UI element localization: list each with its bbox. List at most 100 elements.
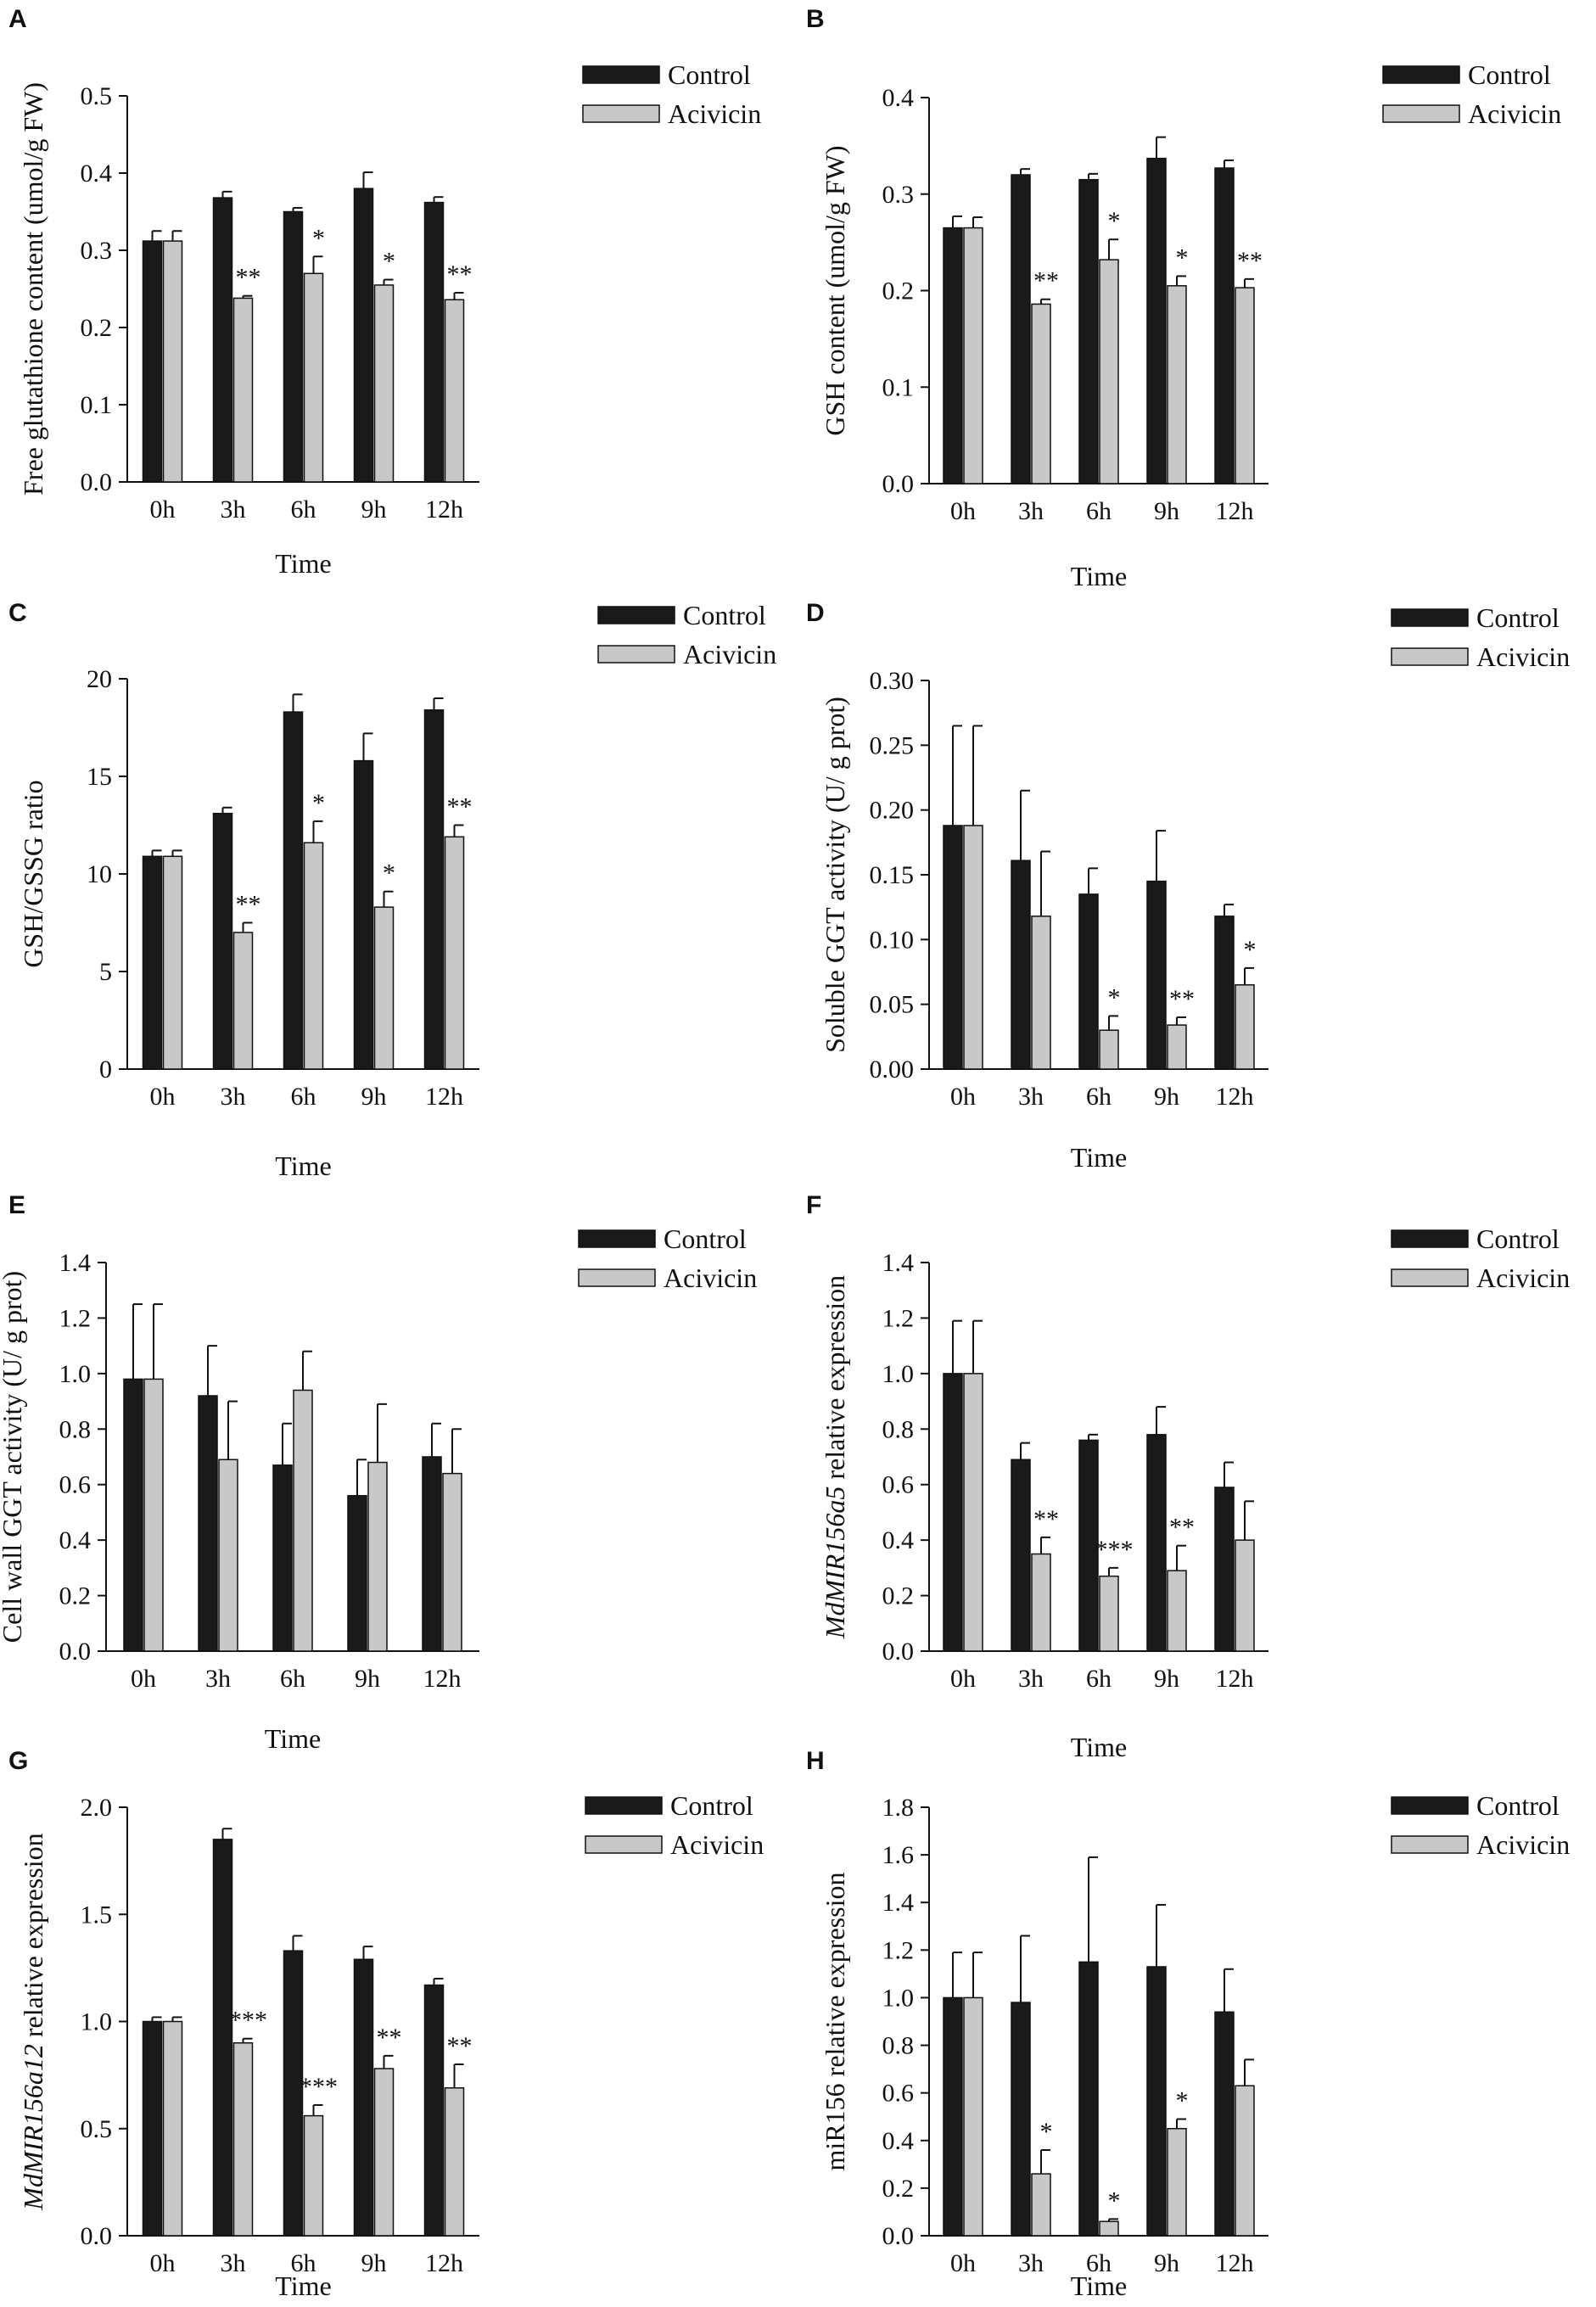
bar-acivicin [1235, 984, 1255, 1070]
bar-control [1146, 1434, 1167, 1652]
bar-acivicin [1167, 2128, 1187, 2237]
significance-mark: * [1108, 983, 1121, 1011]
y-axis-title: GSH content (umol/g FW) [820, 145, 850, 435]
bar-control [283, 711, 304, 1070]
bar-acivicin [444, 2087, 465, 2237]
y-tick-label: 0.05 [870, 991, 915, 1019]
bar-control [943, 1996, 963, 2237]
x-tick-label: 6h [1086, 2249, 1112, 2277]
y-tick-label: 0.2 [882, 1582, 915, 1610]
y-tick-label: 0.4 [882, 84, 915, 112]
y-axis-title: MdMIR156a5 relative expression [820, 1275, 850, 1639]
bar-acivicin [232, 932, 254, 1070]
chart-panel-g: G 0.0 0.5 1.0 1.5 2.0 0h *** 3h *** 6h ** 9h ** 12h Tim… [8, 1747, 764, 2301]
bar-control [283, 210, 304, 483]
legend-swatch-control [1391, 1229, 1469, 1248]
y-tick-label: 0.4 [59, 1526, 92, 1554]
bar-acivicin [218, 1459, 238, 1652]
x-tick-label: 12h [425, 2249, 463, 2277]
x-tick-label: 9h [361, 496, 387, 524]
bar-acivicin [373, 284, 395, 483]
significance-mark: ** [1237, 247, 1263, 275]
significance-mark: * [1108, 2187, 1121, 2215]
significance-mark: ** [1169, 1514, 1195, 1542]
y-tick-label: 1.2 [882, 1304, 915, 1332]
x-tick-label: 6h [1086, 497, 1112, 525]
bar-control [1078, 1961, 1099, 2237]
bar-control [943, 1373, 963, 1652]
bar-control [353, 1958, 374, 2237]
x-tick-label: 6h [1086, 1083, 1112, 1111]
x-tick-label: 3h [1018, 2249, 1044, 2277]
bar-control [422, 1456, 442, 1652]
x-tick-label: 12h [425, 496, 463, 524]
y-tick-label: 0.0 [81, 2222, 113, 2250]
significance-mark: ** [377, 2024, 402, 2052]
bar-control [142, 855, 163, 1070]
significance-mark: ** [447, 793, 473, 821]
bar-acivicin [1167, 1570, 1187, 1652]
legend-label-control: Control [1476, 602, 1560, 633]
bar-acivicin [303, 2114, 324, 2237]
bar-control [1214, 167, 1235, 484]
significance-mark: ** [236, 264, 261, 292]
bar-control [1146, 880, 1167, 1070]
bar-acivicin [162, 2020, 183, 2237]
bar-acivicin [162, 240, 183, 483]
y-tick-label: 0.15 [870, 861, 915, 889]
significance-mark: * [1040, 2118, 1053, 2146]
bar-acivicin [1235, 2085, 1255, 2237]
significance-mark: * [1244, 936, 1257, 964]
y-tick-label: 0.25 [870, 731, 915, 759]
y-tick-label: 0.4 [882, 1526, 915, 1554]
x-tick-label: 9h [361, 2249, 387, 2277]
legend-swatch-acivicin [1391, 1268, 1469, 1287]
bar-control [423, 201, 445, 483]
y-axis-title-rest: relative expression [820, 1275, 850, 1487]
y-axis-title-italic: MdMIR156a12 [18, 2044, 48, 2211]
legend-label-control: Control [670, 1790, 753, 1821]
x-tick-label: 0h [131, 1665, 156, 1693]
bar-control [1146, 1966, 1167, 2237]
y-axis-title: Cell wall GGT activity (U/ g prot) [0, 1271, 27, 1643]
bar-control [1011, 1459, 1031, 1652]
y-axis-title: Soluble GGT activity (U/ g prot) [820, 697, 850, 1053]
y-tick-label: 1.8 [882, 1794, 915, 1822]
chart-panel-f: F 0.0 0.2 0.4 0.6 0.8 1.0 1.2 1.4 0h ** 3h *** 6h ** 9h… [806, 1191, 1570, 1762]
chart-panel-b: B 0.0 0.1 0.2 0.3 0.4 0h ** 3h * 6h * 9h ** 12h Time GSH… [806, 5, 1561, 591]
x-tick-label: 12h [423, 1665, 462, 1693]
bar-control [212, 812, 233, 1070]
y-tick-label: 0.2 [59, 1582, 92, 1610]
x-tick-label: 3h [1018, 1665, 1044, 1693]
significance-mark: ** [1169, 985, 1195, 1013]
y-tick-label: 5 [99, 958, 112, 986]
significance-mark: ** [447, 2032, 473, 2060]
y-tick-label: 1.6 [882, 1841, 915, 1869]
x-axis-title: Time [1071, 2271, 1127, 2301]
x-axis-title: Time [275, 548, 331, 579]
y-tick-label: 0.6 [882, 1471, 915, 1499]
bar-acivicin [963, 227, 983, 484]
y-tick-label: 0.3 [882, 181, 915, 209]
x-tick-label: 6h [291, 2249, 316, 2277]
bar-acivicin [1031, 1553, 1051, 1652]
legend-label-acivicin: Acivicin [1468, 98, 1561, 129]
bar-control [353, 759, 374, 1070]
y-tick-label: 0.30 [870, 667, 915, 695]
bar-control [198, 1395, 218, 1652]
y-tick-label: 1.0 [59, 1360, 92, 1388]
legend-label-acivicin: Acivicin [670, 1829, 764, 1860]
panel-letter: D [806, 599, 825, 627]
panel-letter: A [8, 5, 27, 33]
chart-panel-h: H 0.0 0.2 0.4 0.6 0.8 1.0 1.2 1.4 1.6 1.8 0h * 3h * 6h *… [806, 1747, 1570, 2301]
y-axis-title: GSH/GSSG ratio [18, 780, 48, 967]
x-tick-label: 9h [355, 1665, 380, 1693]
y-tick-label: 1.0 [882, 1360, 915, 1388]
y-tick-label: 0.2 [81, 314, 113, 342]
bar-acivicin [1099, 259, 1119, 484]
bar-control [1078, 178, 1099, 484]
bar-control [943, 227, 963, 484]
bar-control [1214, 2011, 1235, 2237]
x-axis-title: Time [1071, 561, 1127, 591]
